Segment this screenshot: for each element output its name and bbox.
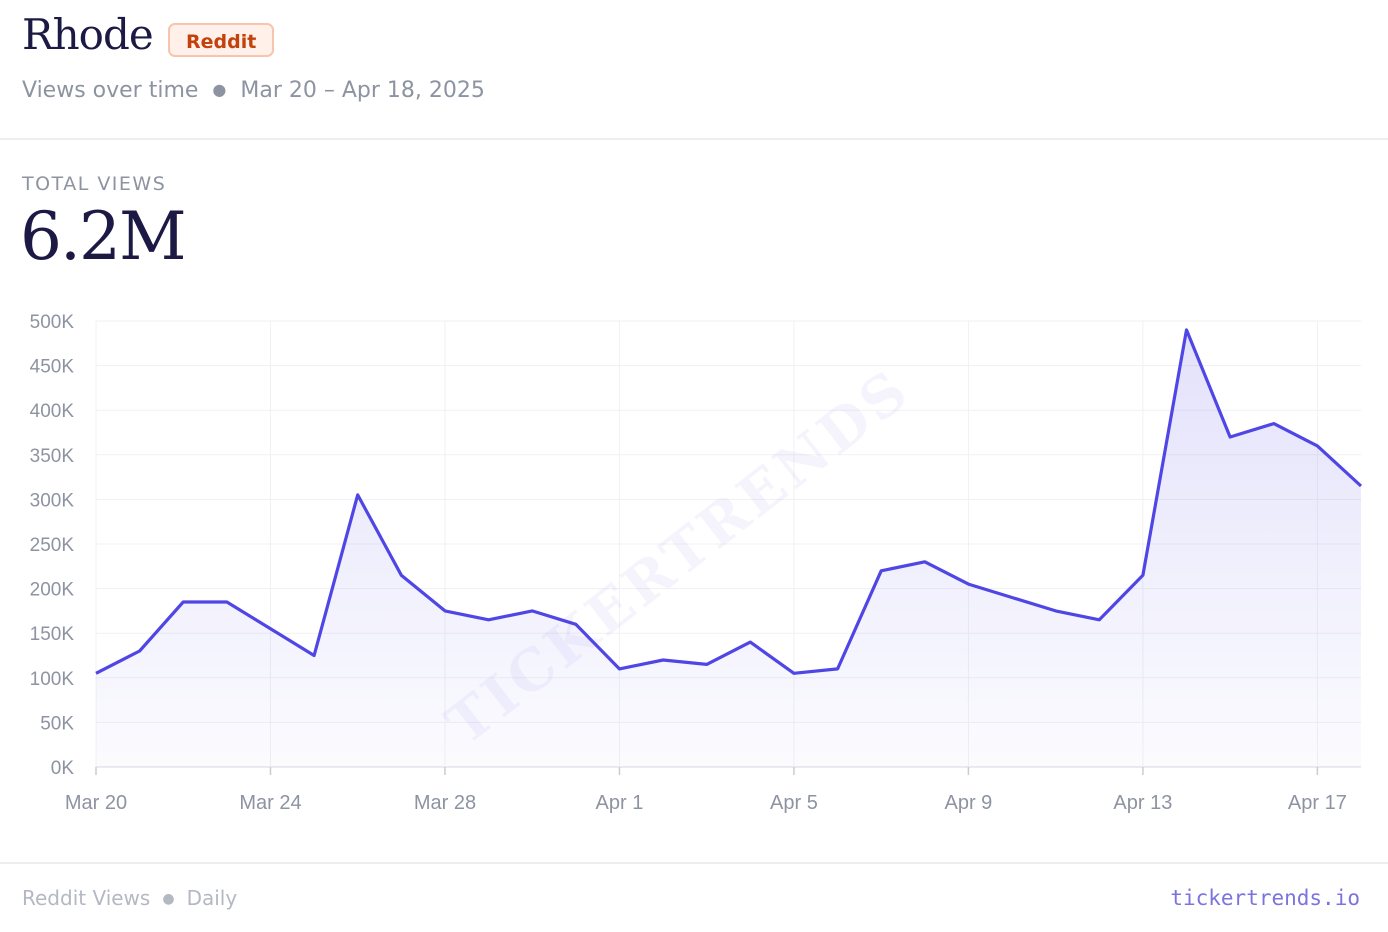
data-point	[573, 621, 579, 627]
y-tick-label: 0K	[51, 758, 75, 779]
data-point	[747, 639, 753, 645]
x-tick-label: Apr 5	[770, 792, 818, 814]
separator-dot-icon: ●	[162, 891, 175, 907]
data-point	[660, 657, 666, 663]
y-tick-label: 500K	[30, 312, 75, 333]
page-title: Rhode	[22, 10, 154, 59]
data-point	[224, 599, 230, 605]
x-tick-label: Mar 20	[65, 792, 127, 814]
x-tick-label: Mar 28	[414, 792, 476, 814]
y-tick-label: 450K	[30, 357, 75, 378]
y-tick-label: 50K	[40, 713, 74, 734]
y-tick-label: 100K	[30, 669, 75, 690]
data-point	[1140, 572, 1146, 578]
data-point	[704, 661, 710, 667]
data-point	[311, 653, 317, 659]
header: Rhode Reddit Views over time ● Mar 20 – Ap…	[0, 0, 1388, 140]
y-tick-label: 200K	[30, 580, 75, 601]
x-tick-label: Apr 9	[945, 792, 993, 814]
views-area	[96, 329, 1361, 767]
data-point	[1096, 617, 1102, 623]
footer: Reddit Views ● Daily tickertrends.io	[0, 862, 1388, 932]
data-point	[1227, 434, 1233, 440]
subtitle-text: Views over time	[22, 78, 199, 103]
views-line	[95, 328, 1363, 675]
data-point	[878, 568, 884, 574]
separator-dot-icon: ●	[212, 80, 227, 99]
data-point	[1271, 421, 1277, 427]
data-point	[355, 492, 361, 498]
y-tick-label: 350K	[30, 446, 75, 467]
data-point	[1053, 608, 1059, 614]
data-point	[180, 599, 186, 605]
data-point	[965, 581, 971, 587]
x-tick-label: Apr 1	[596, 792, 644, 814]
views-chart: TICKERTRENDS 0K50K100K150K200K250K300K35…	[30, 312, 1364, 814]
data-point	[791, 670, 797, 676]
data-point	[1314, 443, 1320, 449]
data-point	[93, 670, 99, 676]
data-point	[1184, 327, 1190, 333]
data-point	[267, 626, 273, 632]
subtitle: Views over time ● Mar 20 – Apr 18, 2025	[22, 78, 485, 103]
x-tick-label: Apr 17	[1288, 792, 1347, 814]
brand-link[interactable]: tickertrends.io	[1170, 886, 1360, 910]
footer-interval: Daily	[186, 886, 238, 910]
footer-metric: Reddit Views	[22, 886, 151, 910]
y-tick-label: 400K	[30, 401, 75, 422]
data-point	[835, 666, 841, 672]
data-point	[486, 617, 492, 623]
y-tick-label: 300K	[30, 490, 75, 511]
kpi-label: TOTAL VIEWS	[22, 173, 167, 195]
data-point	[616, 666, 622, 672]
source-badge: Reddit	[168, 23, 275, 57]
data-point	[1009, 595, 1015, 601]
data-point	[922, 559, 928, 565]
x-tick-label: Apr 13	[1113, 792, 1172, 814]
y-tick-label: 250K	[30, 535, 75, 556]
footer-meta: Reddit Views ● Daily	[22, 886, 237, 910]
kpi-value: 6.2M	[20, 198, 187, 275]
data-point	[1358, 483, 1364, 489]
data-point	[442, 608, 448, 614]
data-point	[137, 648, 143, 654]
date-range: Mar 20 – Apr 18, 2025	[240, 78, 485, 103]
x-tick-label: Mar 24	[239, 792, 301, 814]
data-point	[398, 572, 404, 578]
data-point	[529, 608, 535, 614]
y-tick-label: 150K	[30, 624, 75, 645]
